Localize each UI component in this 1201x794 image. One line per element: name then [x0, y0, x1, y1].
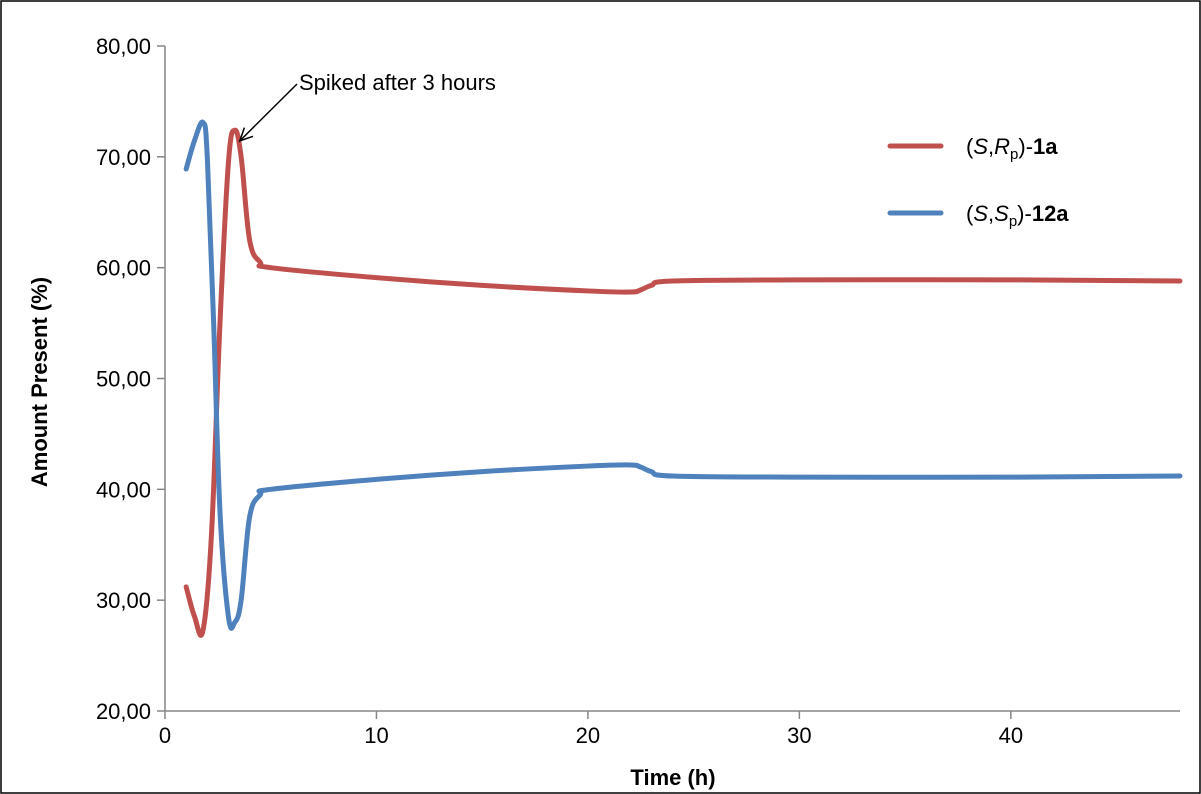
- legend: (S,Rp)-1a (S,Sp)-12a: [887, 134, 1069, 230]
- series-line-s-sp-12a: [183, 119, 1183, 631]
- y-tick-label: 70,00: [96, 145, 151, 170]
- x-tick-label: 40: [999, 723, 1023, 748]
- annotation-arrow-head: [238, 127, 254, 143]
- legend-label-s-sp-12a: (S,Sp)-12a: [966, 201, 1069, 230]
- x-tick-label: 20: [576, 723, 600, 748]
- y-axis-title: Amount Present (%): [27, 277, 52, 487]
- legend-label-s-rp-1a: (S,Rp)-1a: [966, 134, 1058, 163]
- y-tick-label: 20,00: [96, 699, 151, 724]
- y-axis-ticks: 20,00 30,00 40,00 50,00 60,00 70,00 80,00: [96, 34, 165, 724]
- series-layer: [183, 119, 1183, 638]
- x-tick-label: 30: [787, 723, 811, 748]
- y-tick-label: 80,00: [96, 34, 151, 59]
- legend-item-s-rp-1a: (S,Rp)-1a: [887, 134, 1058, 163]
- legend-item-s-sp-12a: (S,Sp)-12a: [887, 201, 1069, 230]
- y-tick-label: 60,00: [96, 256, 151, 281]
- y-tick-label: 40,00: [96, 477, 151, 502]
- annotation-label: Spiked after 3 hours: [299, 70, 496, 95]
- x-tick-label: 10: [364, 723, 388, 748]
- x-axis-title: Time (h): [630, 765, 715, 790]
- annotation-arrow: [239, 83, 298, 142]
- x-tick-label: 0: [159, 723, 171, 748]
- x-axis-ticks: 0 10 20 30 40: [159, 711, 1023, 748]
- annotation: Spiked after 3 hours: [238, 70, 496, 143]
- y-tick-label: 50,00: [96, 367, 151, 392]
- y-tick-label: 30,00: [96, 588, 151, 613]
- axes: 20,00 30,00 40,00 50,00 60,00 70,00 80,00 0 10 2…: [96, 34, 1180, 748]
